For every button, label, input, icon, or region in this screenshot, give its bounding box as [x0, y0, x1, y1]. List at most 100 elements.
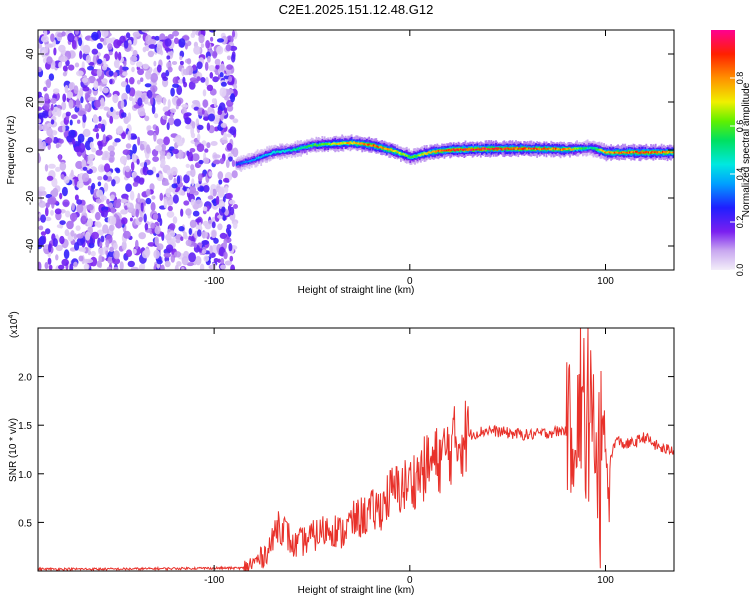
- noise-speckle: [109, 150, 115, 157]
- ridge-cell: [277, 150, 280, 153]
- snr-ylabel: SNR (10 * v/v): [8, 418, 19, 482]
- ridge-cell: [552, 147, 555, 152]
- ridge-cell: [256, 157, 259, 160]
- ridge-cell: [623, 151, 625, 154]
- ridge-cell: [455, 148, 457, 151]
- ridge-cell: [613, 151, 616, 154]
- noise-speckle: [87, 136, 94, 143]
- ridge-cell: [240, 162, 243, 165]
- noise-speckle: [217, 214, 224, 219]
- ridge-cell: [250, 159, 253, 162]
- ridge-cell: [347, 142, 349, 144]
- ridge-cell: [324, 143, 327, 145]
- noise-speckle: [226, 133, 232, 138]
- noise-speckle: [163, 115, 168, 121]
- noise-speckle: [59, 235, 65, 245]
- ridge-cell: [607, 150, 610, 153]
- ridge-cell: [238, 162, 240, 165]
- noise-region: [38, 30, 239, 270]
- ridge-cell: [337, 142, 340, 145]
- ridge-cell: [562, 148, 564, 151]
- ridge-cell: [530, 147, 533, 150]
- ridge-cell: [408, 155, 410, 157]
- noise-speckle: [44, 137, 53, 144]
- noise-speckle: [108, 70, 114, 77]
- ridge-cell: [404, 153, 407, 157]
- ridge-cell: [576, 148, 578, 150]
- noise-speckle: [74, 30, 80, 35]
- ridge-cell: [502, 148, 504, 150]
- ridge-cell: [564, 148, 567, 151]
- noise-speckle: [225, 44, 232, 52]
- noise-speckle: [132, 248, 137, 254]
- noise-speckle: [226, 142, 233, 151]
- ridge-cell: [481, 147, 483, 152]
- noise-speckle: [113, 71, 118, 78]
- noise-speckle: [131, 66, 135, 73]
- noise-speckle: [71, 39, 77, 50]
- ridge-cell: [486, 148, 489, 150]
- ridge-cell: [600, 149, 603, 152]
- ridge-cell: [314, 143, 317, 146]
- ridge-cell: [618, 151, 621, 154]
- noise-speckle: [95, 132, 100, 140]
- noise-speckle: [174, 264, 179, 270]
- noise-speckle: [213, 237, 219, 244]
- noise-speckle: [87, 96, 96, 102]
- ridge-cell: [468, 147, 470, 150]
- ridge-cell: [292, 149, 294, 151]
- noise-speckle: [113, 39, 121, 49]
- noise-speckle: [93, 80, 99, 91]
- noise-speckle: [38, 140, 43, 149]
- ridge-cell: [552, 147, 555, 150]
- noise-speckle: [63, 249, 70, 260]
- noise-speckle: [127, 112, 132, 122]
- noise-speckle: [84, 104, 89, 112]
- noise-speckle: [105, 239, 110, 248]
- noise-speckle: [142, 46, 147, 53]
- noise-speckle: [207, 55, 211, 63]
- ridge-cell: [518, 147, 521, 152]
- noise-speckle: [38, 43, 43, 49]
- noise-speckle: [45, 78, 52, 89]
- ridge-cell: [378, 146, 381, 149]
- noise-speckle: [45, 207, 49, 217]
- noise-speckle: [160, 264, 165, 270]
- ridge-cell: [597, 148, 600, 152]
- noise-speckle: [45, 202, 50, 208]
- ridge-cell: [492, 148, 495, 151]
- ridge-cell: [283, 150, 286, 153]
- noise-speckle: [163, 198, 168, 209]
- ridge-cell: [633, 151, 636, 153]
- ridge-cell: [657, 151, 659, 153]
- noise-speckle: [67, 32, 75, 43]
- noise-speckle: [200, 77, 206, 83]
- noise-speckle: [224, 185, 229, 194]
- noise-speckle: [215, 64, 220, 70]
- noise-speckle: [146, 169, 154, 176]
- ridge-cell: [535, 146, 537, 151]
- noise-speckle: [100, 97, 105, 107]
- noise-speckle: [135, 208, 139, 218]
- noise-speckle: [193, 45, 201, 55]
- ridge-cell: [517, 148, 520, 150]
- noise-speckle: [162, 76, 169, 82]
- ridge-cell: [668, 151, 671, 153]
- noise-speckle: [232, 221, 238, 229]
- noise-speckle: [141, 250, 150, 259]
- noise-speckle: [229, 126, 237, 136]
- ridge-cell: [533, 147, 536, 149]
- noise-speckle: [90, 256, 98, 267]
- colorbar: 0.0 0.2 0.4 0.6 0.8 Normalized spectral ampl…: [711, 30, 750, 276]
- noise-speckle: [192, 30, 196, 36]
- ridge-cell: [307, 145, 310, 147]
- ridge-cell: [429, 149, 432, 154]
- ridge-cell: [425, 152, 428, 155]
- ridge-cell: [545, 148, 548, 151]
- noise-speckle: [74, 62, 80, 68]
- ridge-cell: [316, 144, 319, 147]
- ridge-cell: [661, 150, 664, 153]
- noise-speckle: [107, 145, 115, 152]
- noise-speckle: [177, 149, 184, 160]
- ridge-cell: [270, 152, 273, 155]
